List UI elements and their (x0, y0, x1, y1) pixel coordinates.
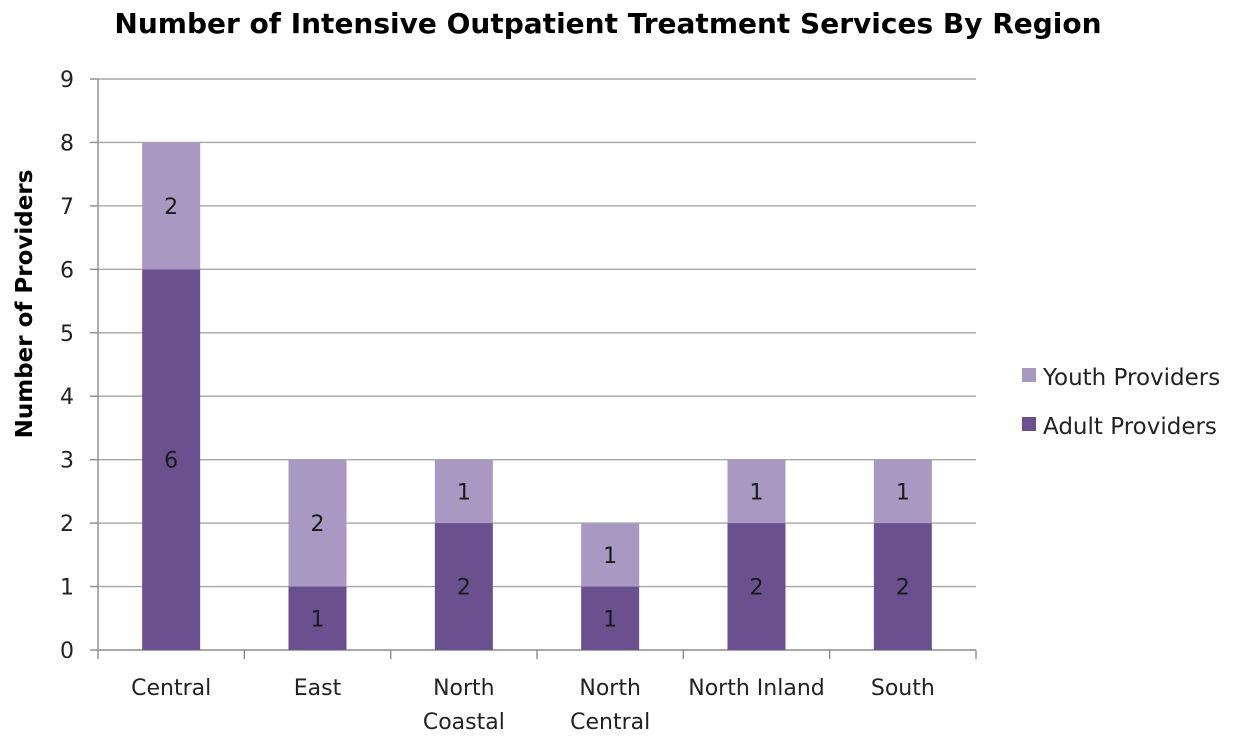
x-tick-label: South (871, 676, 935, 701)
bar-adult (434, 523, 493, 650)
y-tick-label: 8 (60, 131, 74, 156)
y-tick-label: 9 (60, 68, 74, 93)
data-label: 2 (896, 576, 910, 601)
data-labels: 6 2 1 2 2 1 1 1 2 1 2 1 (164, 195, 910, 632)
data-label: 2 (311, 512, 325, 537)
bar-youth (288, 459, 347, 587)
legend-label: Youth Providers (1042, 365, 1220, 391)
bar-youth (727, 459, 786, 524)
data-label: 1 (603, 607, 617, 632)
bar-adult (581, 586, 640, 650)
data-label: 2 (457, 576, 471, 601)
x-tick-label: East (294, 676, 342, 701)
data-label: 2 (164, 195, 178, 220)
bar-youth (581, 523, 640, 587)
x-tick-label: Coastal (423, 710, 505, 735)
legend-swatch (1022, 368, 1036, 382)
y-tick-label: 7 (60, 195, 74, 220)
bar-adult (288, 586, 347, 650)
bars (142, 142, 932, 650)
bar-adult (873, 523, 932, 650)
y-axis-label: Number of Providers (12, 170, 38, 439)
y-tick-label: 6 (60, 258, 74, 283)
data-label: 1 (457, 480, 471, 505)
bar-adult (727, 523, 786, 650)
data-label: 2 (750, 576, 764, 601)
data-label: 6 (164, 449, 178, 474)
bar-youth (142, 142, 201, 270)
y-tick-label: 3 (60, 449, 74, 474)
legend-label: Adult Providers (1043, 414, 1217, 440)
y-tick-label: 1 (60, 576, 74, 601)
legend-swatch (1022, 417, 1036, 431)
data-label: 1 (896, 480, 910, 505)
x-tick-label: North (433, 676, 495, 701)
y-tick-label: 5 (60, 322, 74, 347)
x-tick-label: North Inland (688, 676, 824, 701)
x-tick-label: Central (131, 676, 211, 701)
data-label: 1 (311, 607, 325, 632)
data-label: 1 (603, 544, 617, 569)
axes: 0 1 2 3 4 5 6 7 8 9 Central East North Coastal North Ce… (60, 68, 977, 735)
x-tick-label: North (579, 676, 641, 701)
y-tick-label: 4 (60, 385, 74, 410)
chart-title: Number of Intensive Outpatient Treatment… (114, 7, 1101, 40)
bar-youth (873, 459, 932, 524)
y-tick-label: 0 (60, 639, 74, 664)
y-tick-label: 2 (60, 512, 74, 537)
bar-youth (434, 459, 493, 524)
bar-adult (142, 269, 201, 650)
gridlines (98, 78, 976, 588)
legend: Youth Providers Adult Providers (1022, 365, 1220, 440)
data-label: 1 (750, 480, 764, 505)
x-tick-label: Central (570, 710, 650, 735)
